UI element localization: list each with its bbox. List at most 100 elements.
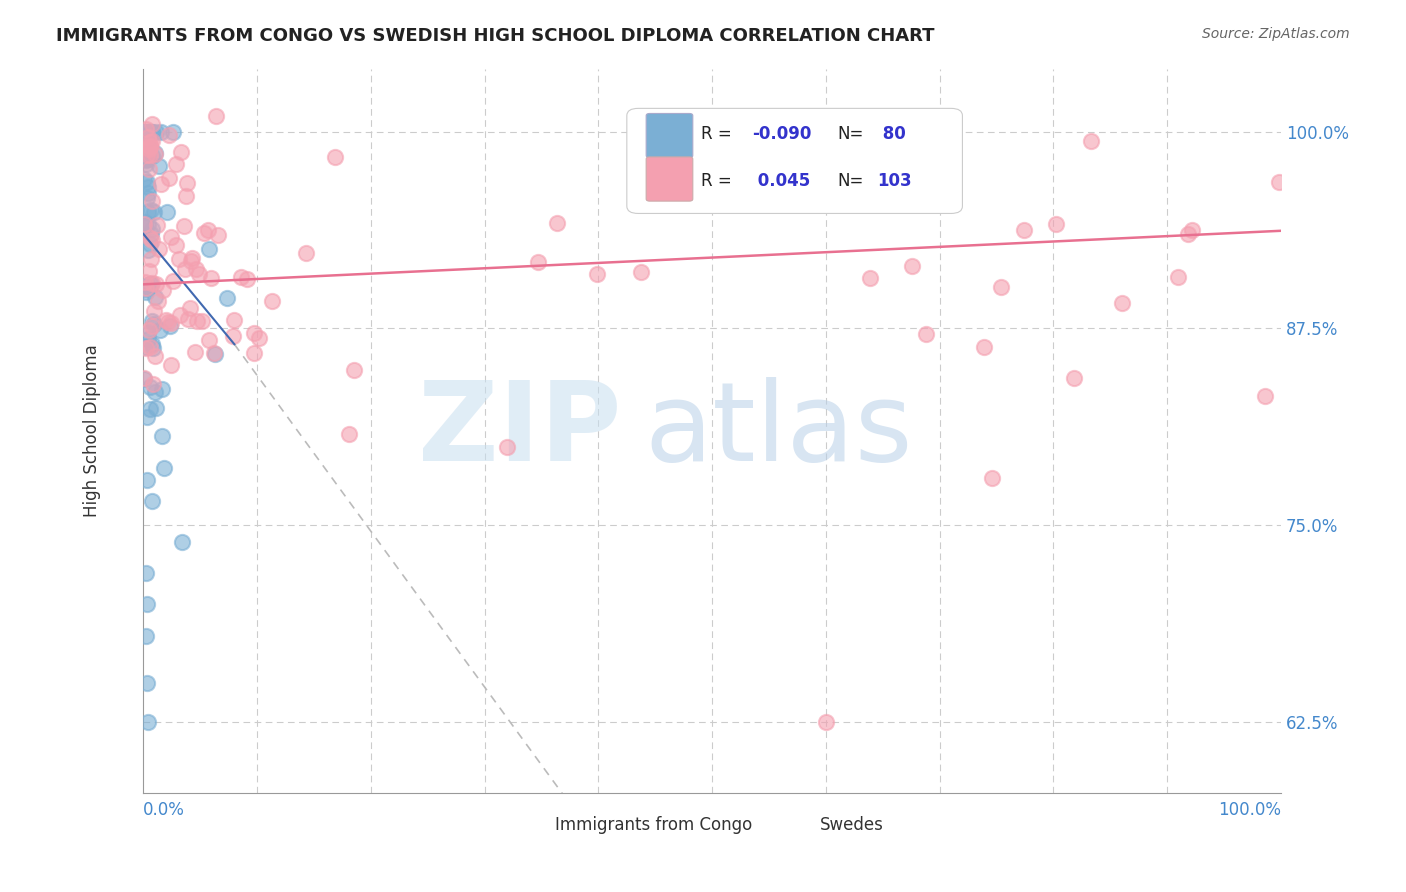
Point	[180, 253, 202, 268]
Point	[149, 124, 172, 138]
Point	[138, 124, 160, 138]
Point	[141, 194, 163, 208]
Point	[150, 428, 173, 442]
Point	[170, 535, 193, 549]
Point	[169, 145, 191, 159]
Point	[135, 629, 157, 643]
Point	[204, 346, 226, 360]
Point	[134, 371, 156, 385]
Point	[134, 172, 156, 186]
Point	[132, 371, 155, 385]
Point	[1014, 223, 1036, 237]
Point	[1045, 217, 1067, 231]
Point	[136, 136, 159, 151]
Point	[145, 401, 167, 416]
Point	[135, 597, 157, 611]
Point	[546, 216, 568, 230]
Point	[1268, 175, 1291, 189]
Point	[134, 340, 156, 354]
Point	[142, 376, 165, 391]
Point	[138, 124, 160, 138]
Point	[973, 340, 995, 354]
Point	[243, 345, 266, 359]
Point	[135, 676, 157, 690]
Point	[139, 277, 162, 291]
Point	[990, 280, 1012, 294]
Point	[141, 337, 163, 351]
Point	[174, 189, 197, 203]
Point	[1111, 296, 1133, 310]
Point	[294, 246, 316, 260]
Point	[139, 401, 162, 416]
Point	[859, 271, 882, 285]
Point	[162, 124, 184, 138]
Point	[143, 304, 166, 318]
FancyBboxPatch shape	[627, 108, 963, 213]
Point	[157, 315, 180, 329]
Point	[139, 139, 162, 153]
Point	[193, 226, 215, 240]
Point	[146, 218, 169, 232]
Point	[134, 128, 156, 142]
Point	[134, 145, 156, 160]
Point	[207, 227, 229, 242]
Point	[139, 252, 162, 267]
Point	[142, 205, 165, 219]
Text: R =: R =	[700, 125, 737, 143]
Point	[247, 331, 270, 345]
Point	[141, 117, 163, 131]
Point	[198, 333, 221, 347]
Point	[135, 281, 157, 295]
Text: N=: N=	[838, 172, 863, 190]
Point	[141, 124, 163, 138]
Point	[136, 191, 159, 205]
Point	[143, 290, 166, 304]
Point	[173, 219, 195, 233]
Point	[1177, 227, 1199, 242]
Text: 103: 103	[877, 172, 911, 190]
Point	[148, 159, 170, 173]
Point	[143, 349, 166, 363]
Text: High School Diploma: High School Diploma	[83, 344, 101, 517]
Point	[914, 327, 936, 342]
Point	[138, 237, 160, 252]
Point	[136, 138, 159, 153]
Point	[141, 494, 163, 508]
Point	[165, 157, 187, 171]
Point	[205, 109, 228, 123]
Point	[337, 427, 360, 442]
Point	[527, 255, 550, 269]
Point	[135, 152, 157, 166]
Point	[135, 175, 157, 189]
Point	[134, 275, 156, 289]
Point	[138, 244, 160, 258]
Point	[139, 340, 162, 354]
Point	[243, 326, 266, 340]
Point	[138, 142, 160, 156]
Point	[136, 715, 159, 730]
Text: 0.0%: 0.0%	[143, 801, 186, 819]
Point	[138, 124, 160, 138]
Point	[162, 273, 184, 287]
Point	[152, 460, 174, 475]
Point	[188, 267, 211, 281]
Point	[169, 309, 191, 323]
Point	[139, 277, 162, 291]
Point	[136, 204, 159, 219]
Point	[138, 186, 160, 201]
Point	[343, 363, 366, 377]
Point	[176, 176, 198, 190]
Text: Swedes: Swedes	[820, 816, 884, 834]
Point	[135, 285, 157, 299]
Point	[1167, 269, 1189, 284]
Point	[138, 280, 160, 294]
Point	[141, 124, 163, 138]
Point	[143, 147, 166, 161]
FancyBboxPatch shape	[498, 813, 551, 838]
Point	[139, 227, 162, 241]
Point	[141, 202, 163, 217]
Point	[150, 177, 173, 191]
Point	[160, 316, 183, 330]
Point	[135, 153, 157, 168]
Point	[139, 138, 162, 153]
